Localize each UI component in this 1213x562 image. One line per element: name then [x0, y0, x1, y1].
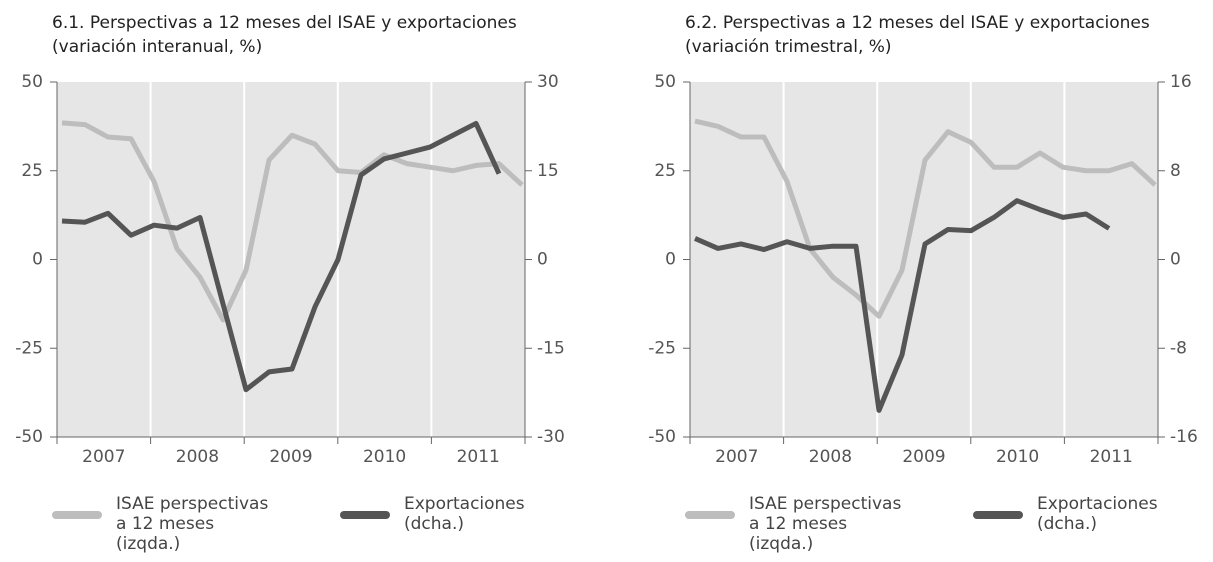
y2-tick-label: -30: [537, 427, 565, 447]
y-tick-label: -50: [15, 427, 43, 447]
y2-tick-label: 0: [1170, 250, 1181, 270]
chart-title: 6.1. Perspectivas a 12 meses del ISAE y …: [52, 13, 517, 33]
x-tick-label: 2009: [902, 447, 945, 467]
series-line: [694, 118, 1157, 319]
y2-tick-label: 15: [537, 161, 559, 181]
y-tick-label: 0: [32, 250, 43, 270]
x-tick-label: 2009: [269, 447, 312, 467]
y-tick-label: 50: [654, 72, 676, 92]
y2-tick-label: 0: [537, 250, 548, 270]
legend-swatch: [973, 511, 1023, 519]
x-tick-label: 2011: [457, 447, 500, 467]
series-line: [61, 120, 502, 393]
y2-tick-label: 16: [1170, 72, 1192, 92]
legend-swatch: [340, 511, 390, 519]
y2-tick-label: -16: [1170, 427, 1198, 447]
x-tick-label: 2008: [176, 447, 219, 467]
y-tick-label: 25: [21, 161, 43, 181]
y-tick-label: 25: [654, 161, 676, 181]
legend-label: Exportaciones (dcha.): [404, 494, 525, 534]
x-tick-label: 2011: [1090, 447, 1133, 467]
y2-tick-label: -15: [537, 338, 565, 358]
x-tick-label: 2010: [363, 447, 406, 467]
legend-label: ISAE perspectivas a 12 meses (izqda.): [749, 494, 902, 554]
y2-tick-label: 8: [1170, 161, 1181, 181]
y2-tick-label: -8: [1170, 338, 1187, 358]
x-tick-label: 2010: [996, 447, 1039, 467]
legend-swatch: [52, 511, 102, 519]
y-tick-label: 50: [21, 72, 43, 92]
x-tick-label: 2008: [809, 447, 852, 467]
series-line: [694, 198, 1111, 413]
chart-title: 6.2. Perspectivas a 12 meses del ISAE y …: [685, 13, 1150, 33]
y2-tick-label: 30: [537, 72, 559, 92]
chart-subtitle: (variación interanual, %): [52, 37, 262, 57]
legend-swatch: [685, 511, 735, 519]
y-tick-label: -25: [648, 338, 676, 358]
legend-label: ISAE perspectivas a 12 meses (izqda.): [116, 494, 269, 554]
legend-label: Exportaciones (dcha.): [1037, 494, 1158, 534]
series-line: [61, 120, 524, 323]
x-tick-label: 2007: [82, 447, 125, 467]
x-tick-label: 2007: [715, 447, 758, 467]
y-tick-label: -25: [15, 338, 43, 358]
y-tick-label: -50: [648, 427, 676, 447]
chart-subtitle: (variación trimestral, %): [685, 37, 892, 57]
y-tick-label: 0: [665, 250, 676, 270]
